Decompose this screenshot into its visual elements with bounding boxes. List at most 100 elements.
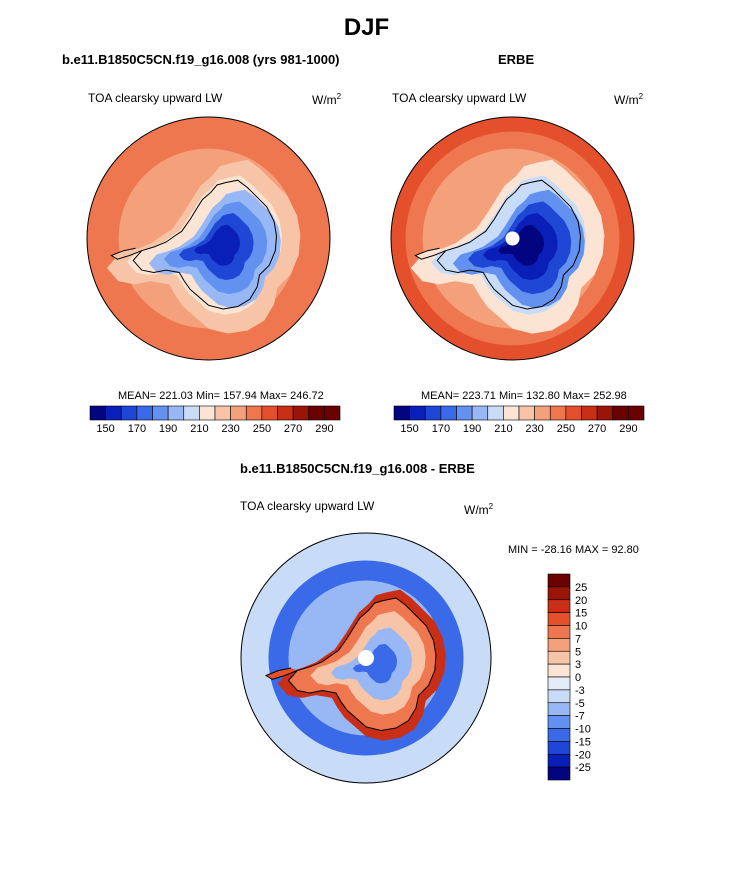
colorbar-box [167, 405, 185, 421]
colorbar-box [547, 638, 571, 652]
colorbar-tick-label: -3 [575, 685, 585, 697]
colorbar-box [547, 715, 571, 729]
peninsula-coastline [110, 247, 142, 260]
colorbar-box [424, 405, 442, 421]
panel-model-polar-map [86, 116, 331, 361]
colorbar-box [547, 625, 571, 639]
antarctica-coastline [287, 597, 437, 732]
pole-missing-data [358, 650, 374, 666]
colorbar-box [440, 405, 457, 421]
colorbar-box [183, 405, 200, 421]
colorbar-box [547, 599, 571, 613]
colorbar-tick-label: 270 [284, 423, 302, 435]
colorbar-tick-label: -25 [575, 762, 591, 774]
colorbar-tick-label: -7 [575, 711, 585, 723]
field-peninsula-fill [266, 668, 298, 680]
colorbar-box [534, 405, 551, 421]
colorbar-tick-label: 5 [575, 646, 581, 658]
colorbar-box [547, 573, 571, 588]
panel-diff-stats: MIN = -28.16 MAX = 92.80 [508, 544, 639, 556]
map-boundary-circle [86, 116, 331, 361]
colorbar-tick-label: 210 [494, 423, 512, 435]
panel-obs-variable-label: TOA clearsky upward LW [392, 91, 527, 105]
field-interior-core [352, 643, 397, 684]
panel-model-units: W/m2 [312, 92, 342, 107]
colorbar-box [503, 405, 520, 421]
colorbar-tick-label: 290 [315, 423, 333, 435]
peninsula-coastline [414, 247, 446, 260]
colorbar-tick-label: 230 [221, 423, 239, 435]
colorbar-box [547, 741, 571, 755]
colorbar-tick-label: 210 [190, 423, 208, 435]
colorbar-tick-label: 290 [619, 423, 637, 435]
antarctica-coastline [436, 179, 582, 310]
colorbar-box [308, 405, 325, 421]
map-boundary-circle [240, 532, 492, 784]
colorbar-box [547, 766, 571, 781]
colorbar-box [547, 753, 571, 768]
colorbar-box [518, 405, 535, 421]
panel-model-variable-label: TOA clearsky upward LW [88, 91, 223, 105]
colorbar-tick-label: 25 [575, 582, 587, 594]
colorbar-tick-label: 170 [128, 423, 146, 435]
colorbar-box [120, 405, 138, 421]
colorbar-tick-label: 7 [575, 633, 581, 645]
map-field-group [391, 117, 634, 360]
colorbar-box [261, 405, 278, 421]
colorbar-box [596, 405, 614, 421]
colorbar-box [547, 702, 571, 716]
colorbar-tick-label: 250 [253, 423, 271, 435]
colorbar-tick-label: 190 [463, 423, 481, 435]
panel-diff-polar-map [240, 532, 492, 784]
colorbar-box [152, 405, 169, 421]
panel-obs-units: W/m2 [614, 92, 644, 107]
colorbar-box [547, 612, 571, 626]
field-interior-contour-4 [194, 224, 240, 266]
colorbar-box [324, 405, 341, 421]
panel-obs-title: ERBE [498, 52, 535, 67]
colorbar-box [471, 405, 489, 421]
field-peninsula-fill [415, 248, 446, 260]
colorbar-tick-label: 230 [525, 423, 543, 435]
panel-diff-variable-label: TOA clearsky upward LW [240, 499, 375, 513]
panel-diff-title: b.e11.B1850C5CN.f19_g16.008 - ERBE [240, 461, 475, 476]
colorbar-box [105, 405, 122, 421]
colorbar-tick-label: -10 [575, 724, 591, 736]
colorbar-box [136, 405, 153, 421]
colorbar-box [487, 405, 504, 421]
colorbar-box [547, 663, 571, 678]
colorbar-tick-label: 10 [575, 621, 587, 633]
colorbar-tick-label: -15 [575, 736, 591, 748]
colorbar-box [456, 405, 473, 421]
field-peninsula-fill [111, 248, 142, 260]
field-interior-contour-4 [498, 224, 544, 266]
colorbar-box [612, 405, 629, 421]
colorbar-tick-label: 150 [400, 423, 418, 435]
colorbar-box [547, 689, 571, 704]
colorbar-tick-label: 0 [575, 672, 581, 684]
map-field-group [87, 117, 330, 360]
map-boundary-circle [390, 116, 635, 361]
colorbar-tick-label: 190 [159, 423, 177, 435]
colorbar-tick-label: -5 [575, 698, 585, 710]
colorbar-tick-label: 250 [557, 423, 575, 435]
panel-model-stats: MEAN= 221.03 Min= 157.94 Max= 246.72 [118, 390, 324, 402]
figure-title: DJF [343, 14, 390, 41]
colorbar-box [549, 405, 567, 421]
colorbar-tick-label: 270 [588, 423, 606, 435]
colorbar-box [565, 405, 582, 421]
colorbar-box [547, 650, 571, 665]
peninsula-coastline [264, 667, 298, 680]
colorbar-box [214, 405, 231, 421]
pole-missing-data [505, 231, 520, 246]
panel-obs-polar-map [390, 116, 635, 361]
colorbar-box [409, 405, 426, 421]
panel-model-colorbar: 150 170 190 210 230 250 270 290 [89, 405, 341, 435]
panel-obs-stats: MEAN= 223.71 Min= 132.80 Max= 252.98 [421, 390, 627, 402]
colorbar-box [547, 676, 571, 691]
colorbar-box [277, 405, 294, 421]
colorbar-box [245, 405, 263, 421]
colorbar-box [292, 405, 310, 421]
colorbar-box [393, 405, 410, 421]
